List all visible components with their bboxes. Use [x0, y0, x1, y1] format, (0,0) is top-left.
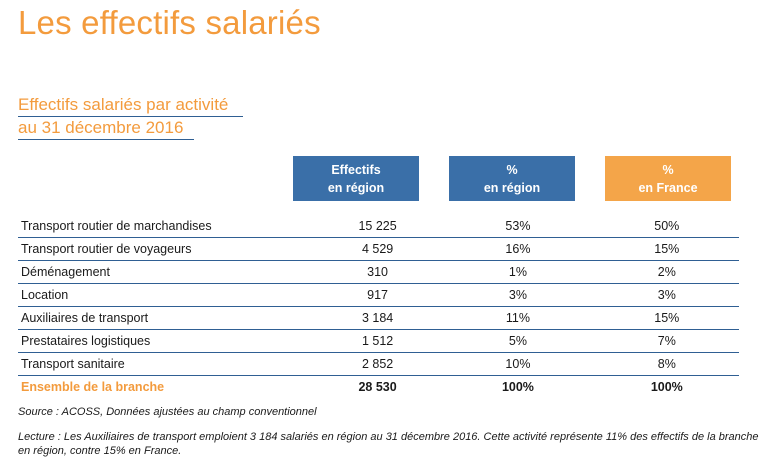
row-label: Déménagement	[18, 260, 314, 284]
effectifs-cell: 4 529	[313, 237, 442, 261]
row-label: Transport routier de marchandises	[18, 215, 314, 238]
pct-region-cell: 16%	[441, 237, 595, 261]
row-label: Prestataires logistiques	[18, 329, 314, 353]
column-header-line-2: en France	[638, 180, 698, 195]
pct-france-cell: 15%	[594, 237, 739, 261]
effectifs-cell: 2 852	[313, 352, 442, 376]
row-label: Location	[18, 283, 314, 307]
total-label: Ensemble de la branche	[21, 380, 165, 394]
total-pct-region-cell: 100%	[501, 380, 534, 394]
pct-region-cell: 5%	[441, 329, 595, 353]
table-row: Transport routier de marchandises 15 225…	[18, 215, 739, 238]
effectifs-table: Transport routier de marchandises 15 225…	[18, 215, 739, 398]
effectifs-cell: 1 512	[313, 329, 442, 353]
column-header-line-2: en région	[483, 180, 541, 195]
effectifs-cell: 15 225	[313, 215, 442, 238]
column-header-pct-france: % en France	[605, 156, 731, 201]
table-row: Auxiliaires de transport 3 184 11% 15%	[18, 306, 739, 330]
pct-france-cell: 2%	[594, 260, 739, 284]
column-header-pct-region: % en région	[449, 156, 575, 201]
pct-france-cell: 15%	[594, 306, 739, 330]
table-row: Transport sanitaire 2 852 10% 8%	[18, 352, 739, 376]
effectifs-cell: 3 184	[313, 306, 442, 330]
total-effectifs-cell: 28 530	[358, 380, 397, 394]
row-label: Auxiliaires de transport	[18, 306, 314, 330]
column-header-line-1: %	[662, 162, 674, 177]
total-pct-france-cell: 100%	[650, 380, 683, 394]
pct-france-cell: 8%	[594, 352, 739, 376]
pct-region-cell: 1%	[441, 260, 595, 284]
column-header-line-1: Effectifs	[331, 162, 381, 177]
effectifs-cell: 917	[313, 283, 442, 307]
row-label: Transport sanitaire	[18, 352, 314, 376]
column-header-effectifs: Effectifs en région	[293, 156, 419, 201]
source-note: Source : ACOSS, Données ajustées au cham…	[18, 406, 317, 418]
table-row: Déménagement 310 1% 2%	[18, 260, 739, 284]
subtitle-line-2: au 31 décembre 2016	[18, 117, 194, 140]
page-title: Les effectifs salariés	[18, 4, 321, 41]
pct-region-cell: 53%	[441, 215, 595, 238]
pct-region-cell: 3%	[441, 283, 595, 307]
row-label: Transport routier de voyageurs	[18, 237, 314, 261]
total-row: Ensemble de la branche 28 530 100% 100%	[18, 376, 739, 399]
pct-region-cell: 11%	[441, 306, 595, 330]
column-header-line-2: en région	[327, 180, 385, 195]
pct-france-cell: 3%	[594, 283, 739, 307]
table-row: Prestataires logistiques 1 512 5% 7%	[18, 329, 739, 353]
table-row: Transport routier de voyageurs 4 529 16%…	[18, 237, 739, 261]
pct-france-cell: 7%	[594, 329, 739, 353]
pct-france-cell: 50%	[594, 215, 739, 238]
pct-region-cell: 10%	[441, 352, 595, 376]
reading-note: Lecture : Les Auxiliaires de transport e…	[18, 431, 759, 457]
column-header-line-1: %	[506, 162, 518, 177]
effectifs-cell: 310	[313, 260, 442, 284]
table-row: Location 917 3% 3%	[18, 283, 739, 307]
table-subtitle: Effectifs salariés par activité au 31 dé…	[18, 94, 243, 140]
subtitle-line-1: Effectifs salariés par activité	[18, 94, 243, 117]
